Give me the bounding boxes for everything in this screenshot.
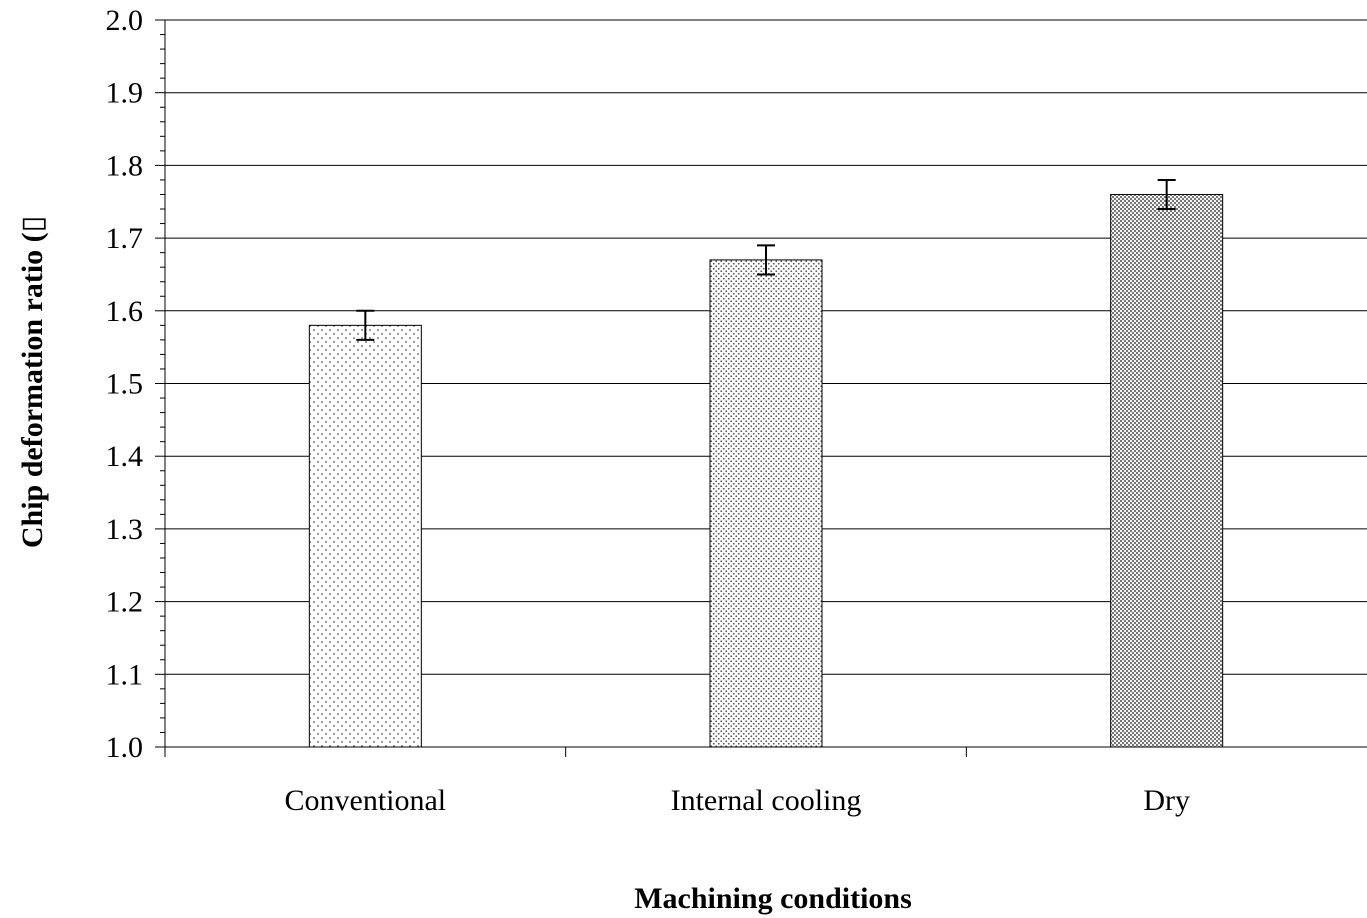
- y-tick-label: 1.3: [106, 513, 144, 546]
- x-category-label: Conventional: [285, 784, 447, 817]
- y-tick-label: 1.4: [106, 440, 144, 473]
- y-tick-label: 1.9: [106, 77, 144, 110]
- x-category-labels: Conventional Internal cooling Dry: [285, 784, 1190, 817]
- y-tick-label: 1.7: [106, 222, 144, 255]
- y-tick-labels: 1.0 1.1 1.2 1.3 1.4 1.5 1.6 1.7 1.8 1.9 2.0: [106, 4, 144, 764]
- y-tick-label: 2.0: [106, 4, 144, 37]
- y-tick-label: 1.8: [106, 149, 144, 182]
- x-axis-title: Machining conditions: [634, 882, 912, 915]
- y-tick-label: 1.5: [106, 368, 144, 401]
- y-tick-label: 1.2: [106, 586, 144, 619]
- bar-1: [709, 259, 823, 748]
- error-bars: [356, 178, 1176, 341]
- bars: [308, 193, 1224, 748]
- x-category-label: Internal cooling: [671, 784, 862, 817]
- bar-2: [1110, 193, 1224, 748]
- y-tick-label: 1.1: [106, 658, 144, 691]
- y-tick-label: 1.6: [106, 295, 144, 328]
- y-axis-title: Chip deformation ratio (▯: [16, 216, 49, 548]
- y-tick-label: 1.0: [106, 731, 144, 764]
- x-category-label: Dry: [1143, 784, 1190, 817]
- axes: [155, 19, 1367, 757]
- bar-0: [308, 324, 422, 748]
